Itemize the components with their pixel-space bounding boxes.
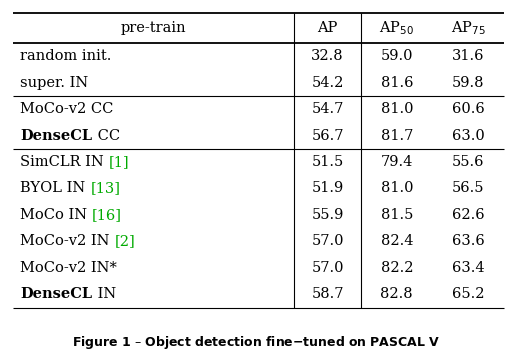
Text: [1]: [1] [109, 155, 130, 169]
Text: 32.8: 32.8 [311, 49, 344, 63]
Text: AP: AP [317, 21, 338, 35]
Text: 58.7: 58.7 [311, 287, 344, 301]
Text: 81.5: 81.5 [380, 208, 413, 222]
Text: 54.2: 54.2 [311, 76, 344, 90]
Text: 81.6: 81.6 [380, 76, 413, 90]
Text: 51.9: 51.9 [312, 182, 344, 195]
Text: $\mathbf{Figure\ 1\ –\ Object\ detection\ fine{-}tuned\ on\ PASCAL\ V}$: $\mathbf{Figure\ 1\ –\ Object\ detection… [72, 334, 440, 351]
Text: BYOL IN: BYOL IN [20, 182, 90, 195]
Text: 54.7: 54.7 [311, 102, 344, 116]
Text: MoCo-v2 CC: MoCo-v2 CC [20, 102, 114, 116]
Text: super. IN: super. IN [20, 76, 89, 90]
Text: IN: IN [93, 287, 116, 301]
Text: 82.4: 82.4 [380, 234, 413, 248]
Text: 79.4: 79.4 [380, 155, 413, 169]
Text: 62.6: 62.6 [452, 208, 485, 222]
Text: 31.6: 31.6 [452, 49, 485, 63]
Text: CC: CC [93, 128, 120, 143]
Text: DenseCL: DenseCL [20, 128, 93, 143]
Text: 51.5: 51.5 [312, 155, 344, 169]
Text: 59.0: 59.0 [380, 49, 413, 63]
Text: 56.7: 56.7 [311, 128, 344, 143]
Text: MoCo-v2 IN*: MoCo-v2 IN* [20, 261, 117, 275]
Text: [2]: [2] [115, 234, 135, 248]
Text: [13]: [13] [90, 182, 120, 195]
Text: 81.0: 81.0 [380, 182, 413, 195]
Text: SimCLR IN: SimCLR IN [20, 155, 109, 169]
Text: AP$_{75}$: AP$_{75}$ [451, 19, 486, 37]
Text: 63.6: 63.6 [452, 234, 485, 248]
Text: pre-train: pre-train [121, 21, 186, 35]
Text: 65.2: 65.2 [452, 287, 485, 301]
Text: [16]: [16] [92, 208, 122, 222]
Text: DenseCL: DenseCL [20, 287, 93, 301]
Text: random init.: random init. [20, 49, 112, 63]
Text: 56.5: 56.5 [452, 182, 485, 195]
Text: 81.0: 81.0 [380, 102, 413, 116]
Text: MoCo-v2 IN: MoCo-v2 IN [20, 234, 115, 248]
Text: AP$_{50}$: AP$_{50}$ [379, 19, 414, 37]
Text: MoCo IN: MoCo IN [20, 208, 92, 222]
Text: 55.6: 55.6 [452, 155, 485, 169]
Text: 81.7: 81.7 [380, 128, 413, 143]
Text: 55.9: 55.9 [311, 208, 344, 222]
Text: 82.8: 82.8 [380, 287, 413, 301]
Text: 60.6: 60.6 [452, 102, 485, 116]
Text: 57.0: 57.0 [311, 261, 344, 275]
Text: 57.0: 57.0 [311, 234, 344, 248]
Text: 59.8: 59.8 [452, 76, 485, 90]
Text: 63.0: 63.0 [452, 128, 485, 143]
Text: 63.4: 63.4 [452, 261, 485, 275]
Text: 82.2: 82.2 [380, 261, 413, 275]
